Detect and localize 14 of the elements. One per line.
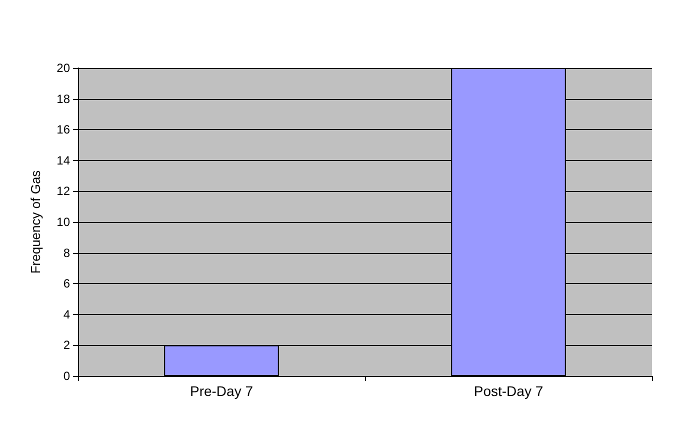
y-axis-title: Frequency of Gas — [28, 170, 43, 274]
y-tick-label: 8 — [63, 246, 70, 260]
y-tick-label: 20 — [56, 61, 70, 75]
y-tick-label: 16 — [56, 122, 70, 137]
y-tick-label: 6 — [63, 276, 70, 291]
y-tick-label: 12 — [56, 184, 70, 198]
y-tick-label: 14 — [56, 153, 70, 168]
y-tick-label: 18 — [56, 92, 70, 106]
y-tick-label: 10 — [56, 215, 70, 229]
y-tick-label: 4 — [63, 307, 70, 322]
y-tick-label: 2 — [63, 338, 70, 352]
x-tick-label: Pre-Day 7 — [190, 383, 254, 399]
y-tick-label: 0 — [63, 369, 70, 383]
x-tick-label: Post-Day 7 — [474, 383, 544, 399]
